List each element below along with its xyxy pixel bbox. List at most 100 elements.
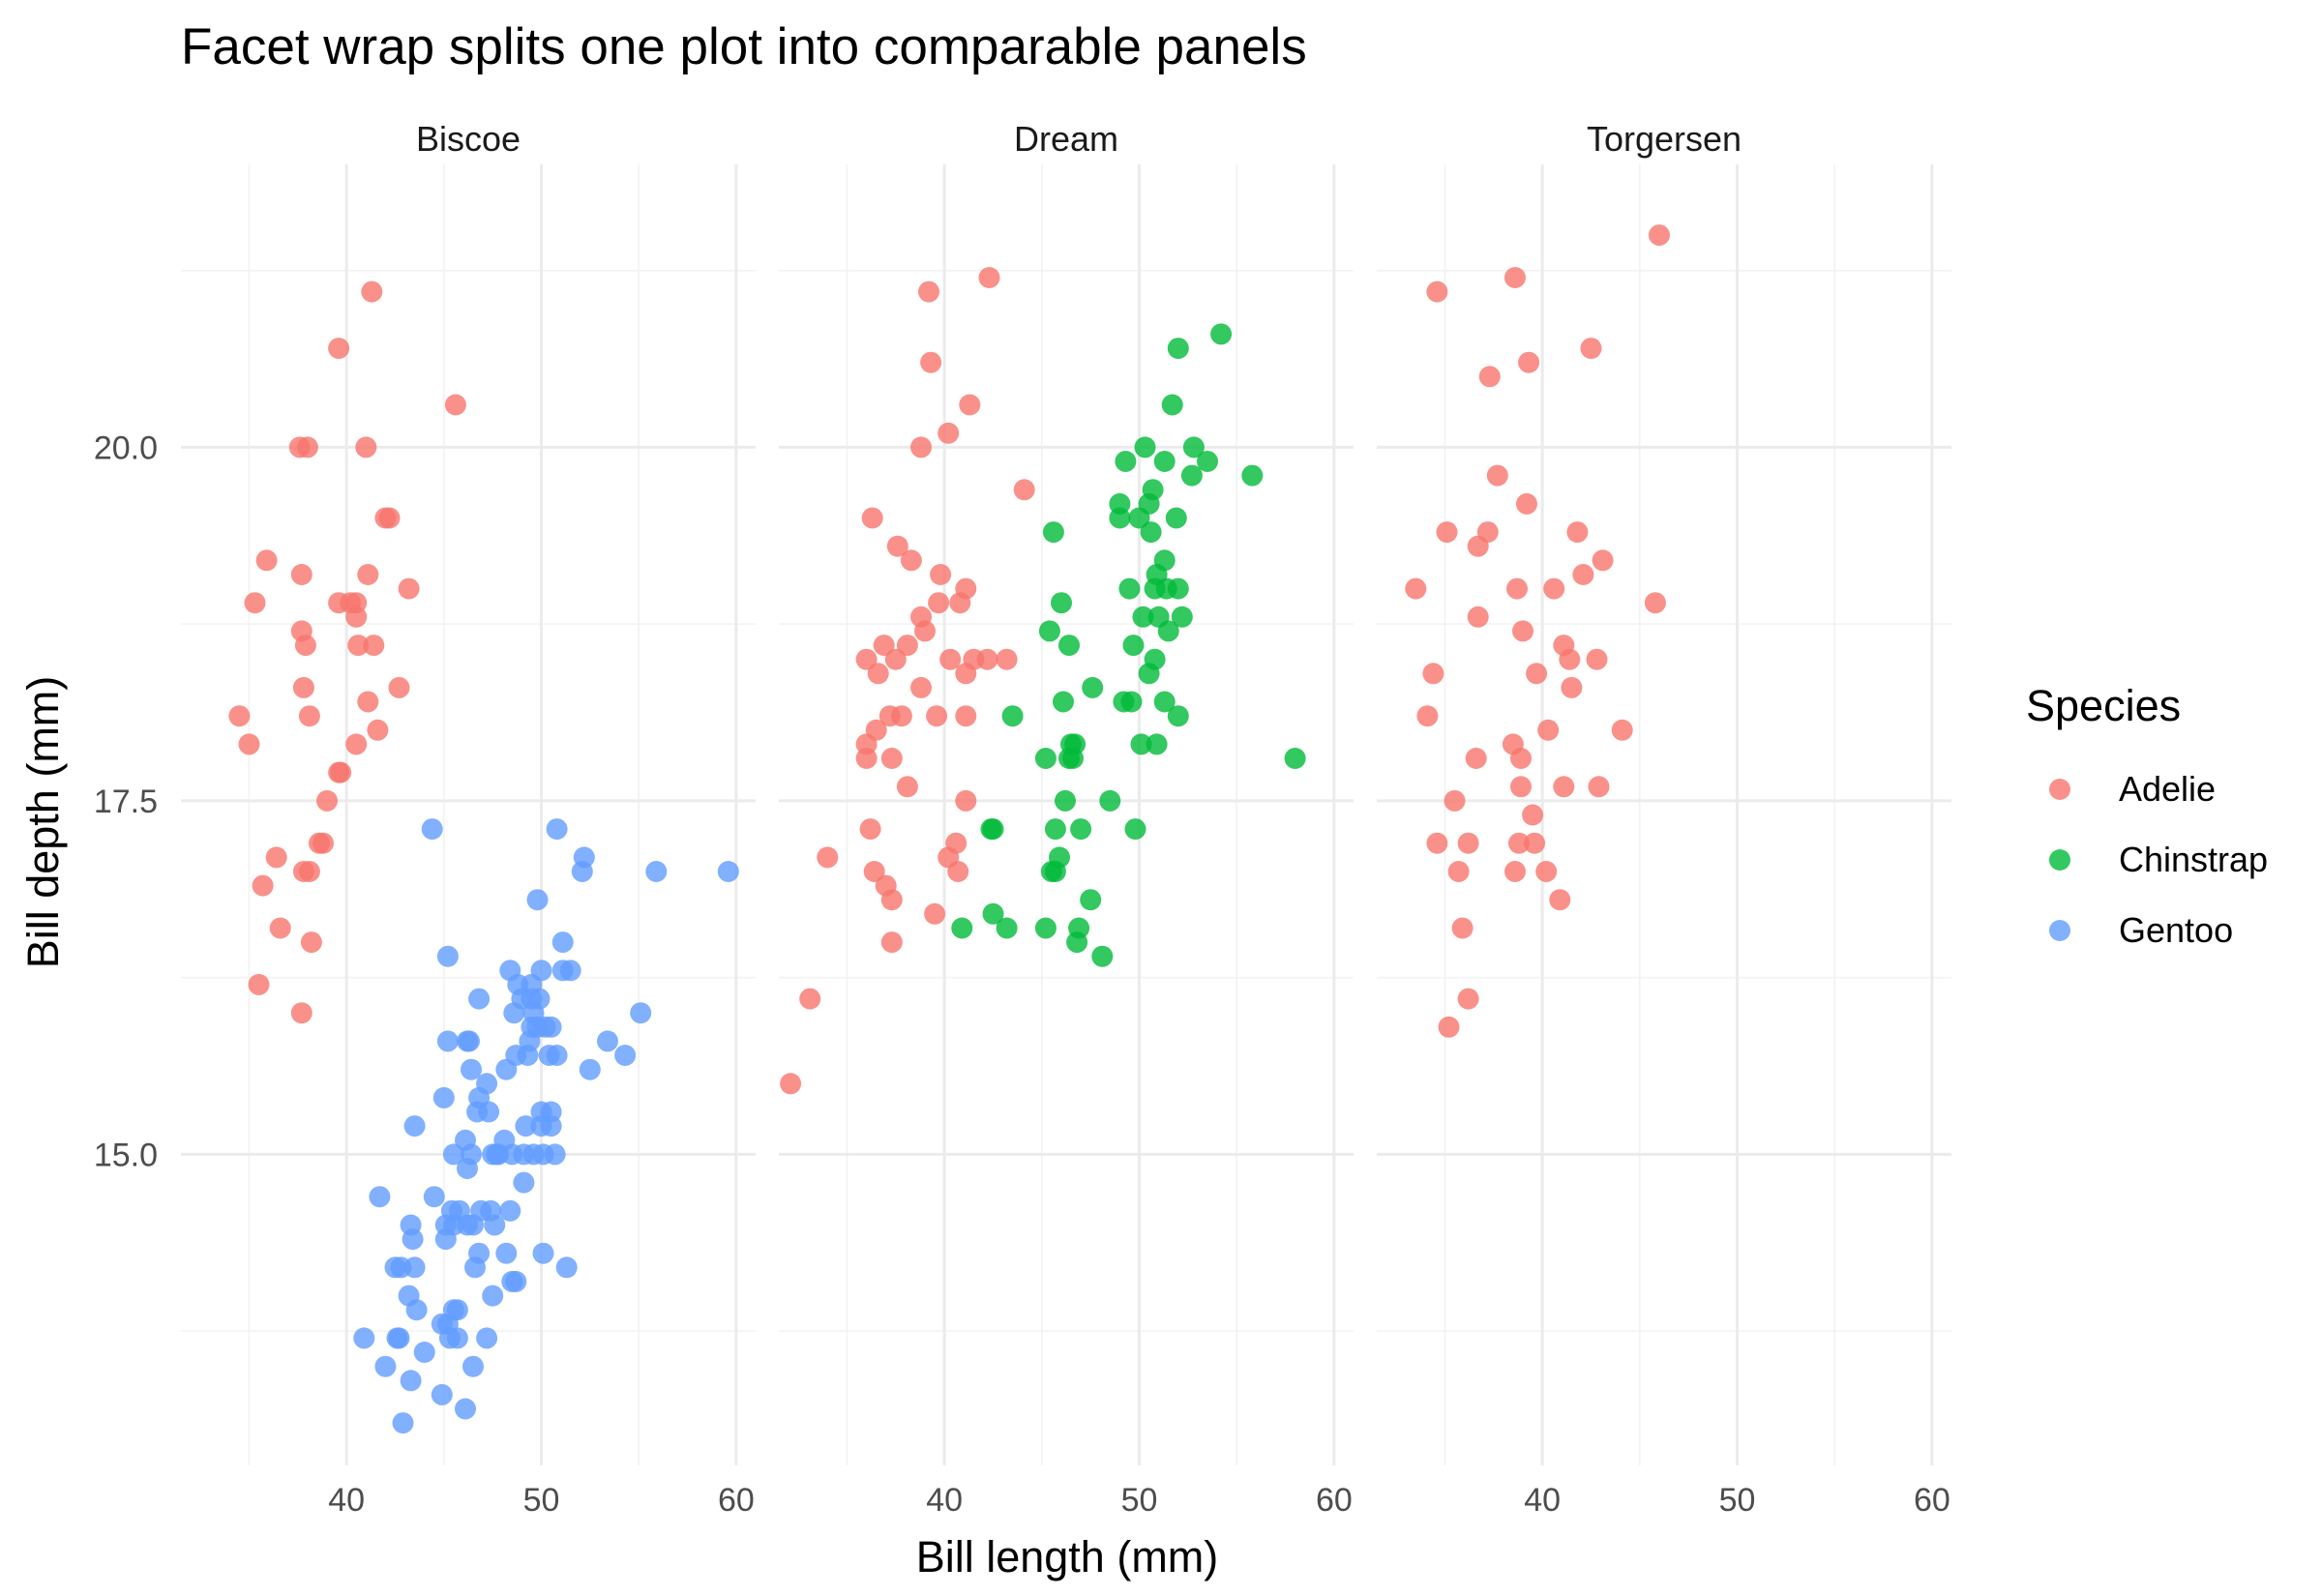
data-point: [298, 705, 320, 727]
data-point: [392, 1412, 414, 1434]
data-point: [1508, 832, 1530, 854]
data-point: [955, 577, 977, 600]
data-point: [920, 351, 942, 373]
legend-entry-gentoo: Gentoo: [2049, 910, 2233, 950]
data-point: [353, 1327, 375, 1349]
data-point: [1416, 705, 1439, 727]
data-point: [1543, 577, 1565, 600]
data-point: [455, 1398, 476, 1420]
x-tick-label: 50: [1719, 1482, 1756, 1519]
data-point: [1510, 776, 1532, 798]
data-point: [357, 564, 379, 585]
data-point: [355, 436, 377, 458]
data-point: [1506, 577, 1528, 600]
data-point: [292, 676, 314, 698]
data-point: [1422, 663, 1444, 685]
data-point: [1504, 861, 1526, 882]
data-point: [1142, 479, 1164, 501]
data-point: [555, 1256, 578, 1279]
data-point: [1134, 436, 1156, 458]
y-axis-title: Bill depth (mm): [18, 676, 68, 969]
data-point: [442, 1143, 464, 1166]
series-adelie: [1405, 224, 1670, 1038]
data-point: [1436, 521, 1458, 544]
data-point: [1284, 748, 1306, 769]
x-tick-label: 40: [328, 1482, 365, 1519]
data-point: [1130, 733, 1152, 755]
data-point: [1588, 776, 1610, 798]
data-point: [446, 1299, 468, 1321]
data-point: [717, 861, 739, 882]
data-point: [296, 436, 318, 458]
data-point: [1167, 577, 1189, 600]
data-point: [1447, 861, 1470, 882]
facet-strip-label: Torgersen: [1587, 119, 1742, 159]
data-point: [446, 1327, 468, 1349]
data-point: [951, 917, 973, 939]
data-point: [374, 1355, 397, 1377]
data-point: [1512, 620, 1533, 642]
data-point: [982, 902, 1004, 925]
data-point: [1444, 789, 1466, 812]
data-point: [461, 1058, 482, 1080]
data-point: [432, 1086, 455, 1108]
data-point: [1467, 606, 1489, 628]
data-point: [546, 1045, 568, 1066]
data-point: [484, 1214, 506, 1236]
data-point: [252, 874, 274, 897]
data-point: [551, 931, 574, 954]
data-point: [859, 818, 881, 841]
data-point: [1197, 451, 1218, 472]
legend-label: Chinstrap: [2119, 840, 2268, 879]
series-chinstrap: [951, 323, 1306, 967]
x-tick-label: 60: [1316, 1482, 1353, 1519]
data-point: [896, 635, 918, 657]
data-point: [1115, 451, 1137, 472]
data-point: [513, 1171, 535, 1194]
data-point: [886, 535, 908, 557]
data-point: [540, 1016, 562, 1038]
x-tick-label: 40: [926, 1482, 963, 1519]
data-point: [238, 733, 260, 755]
data-point: [855, 748, 878, 769]
data-point: [1167, 705, 1189, 727]
data-point: [298, 861, 320, 882]
data-point: [799, 988, 821, 1010]
series-adelie: [780, 267, 1035, 1095]
data-point: [867, 663, 889, 685]
data-point: [896, 776, 918, 798]
data-point: [1165, 507, 1187, 529]
data-point: [938, 422, 960, 444]
facet-panel-dream: Dream 40 50 60: [779, 119, 1354, 1519]
data-point: [1451, 917, 1474, 939]
data-point: [573, 846, 595, 869]
data-point: [1122, 635, 1145, 657]
data-point: [955, 705, 977, 727]
data-point: [1586, 648, 1608, 670]
data-point: [982, 818, 1004, 841]
data-point: [1153, 549, 1176, 572]
data-point: [357, 691, 379, 713]
data-point: [402, 1228, 424, 1251]
data-point: [1157, 620, 1179, 642]
x-tick-label: 40: [1524, 1482, 1561, 1519]
data-point: [1457, 988, 1479, 1010]
data-point: [1034, 917, 1057, 939]
x-axis-title: Bill length (mm): [916, 1532, 1219, 1581]
data-point: [316, 789, 338, 812]
data-point: [462, 1355, 484, 1377]
data-point: [413, 1342, 435, 1363]
data-point: [1478, 366, 1501, 388]
data-point: [482, 1285, 504, 1307]
data-point: [1049, 846, 1070, 869]
data-point: [1405, 577, 1427, 600]
facet-strip-label: Biscoe: [416, 119, 521, 159]
x-tick-label: 60: [718, 1482, 755, 1519]
data-point: [269, 917, 291, 939]
data-point: [290, 1002, 313, 1024]
data-point: [1171, 606, 1193, 628]
data-point: [495, 1242, 518, 1264]
data-point: [378, 507, 401, 529]
data-point: [313, 832, 334, 854]
data-point: [1535, 861, 1558, 882]
